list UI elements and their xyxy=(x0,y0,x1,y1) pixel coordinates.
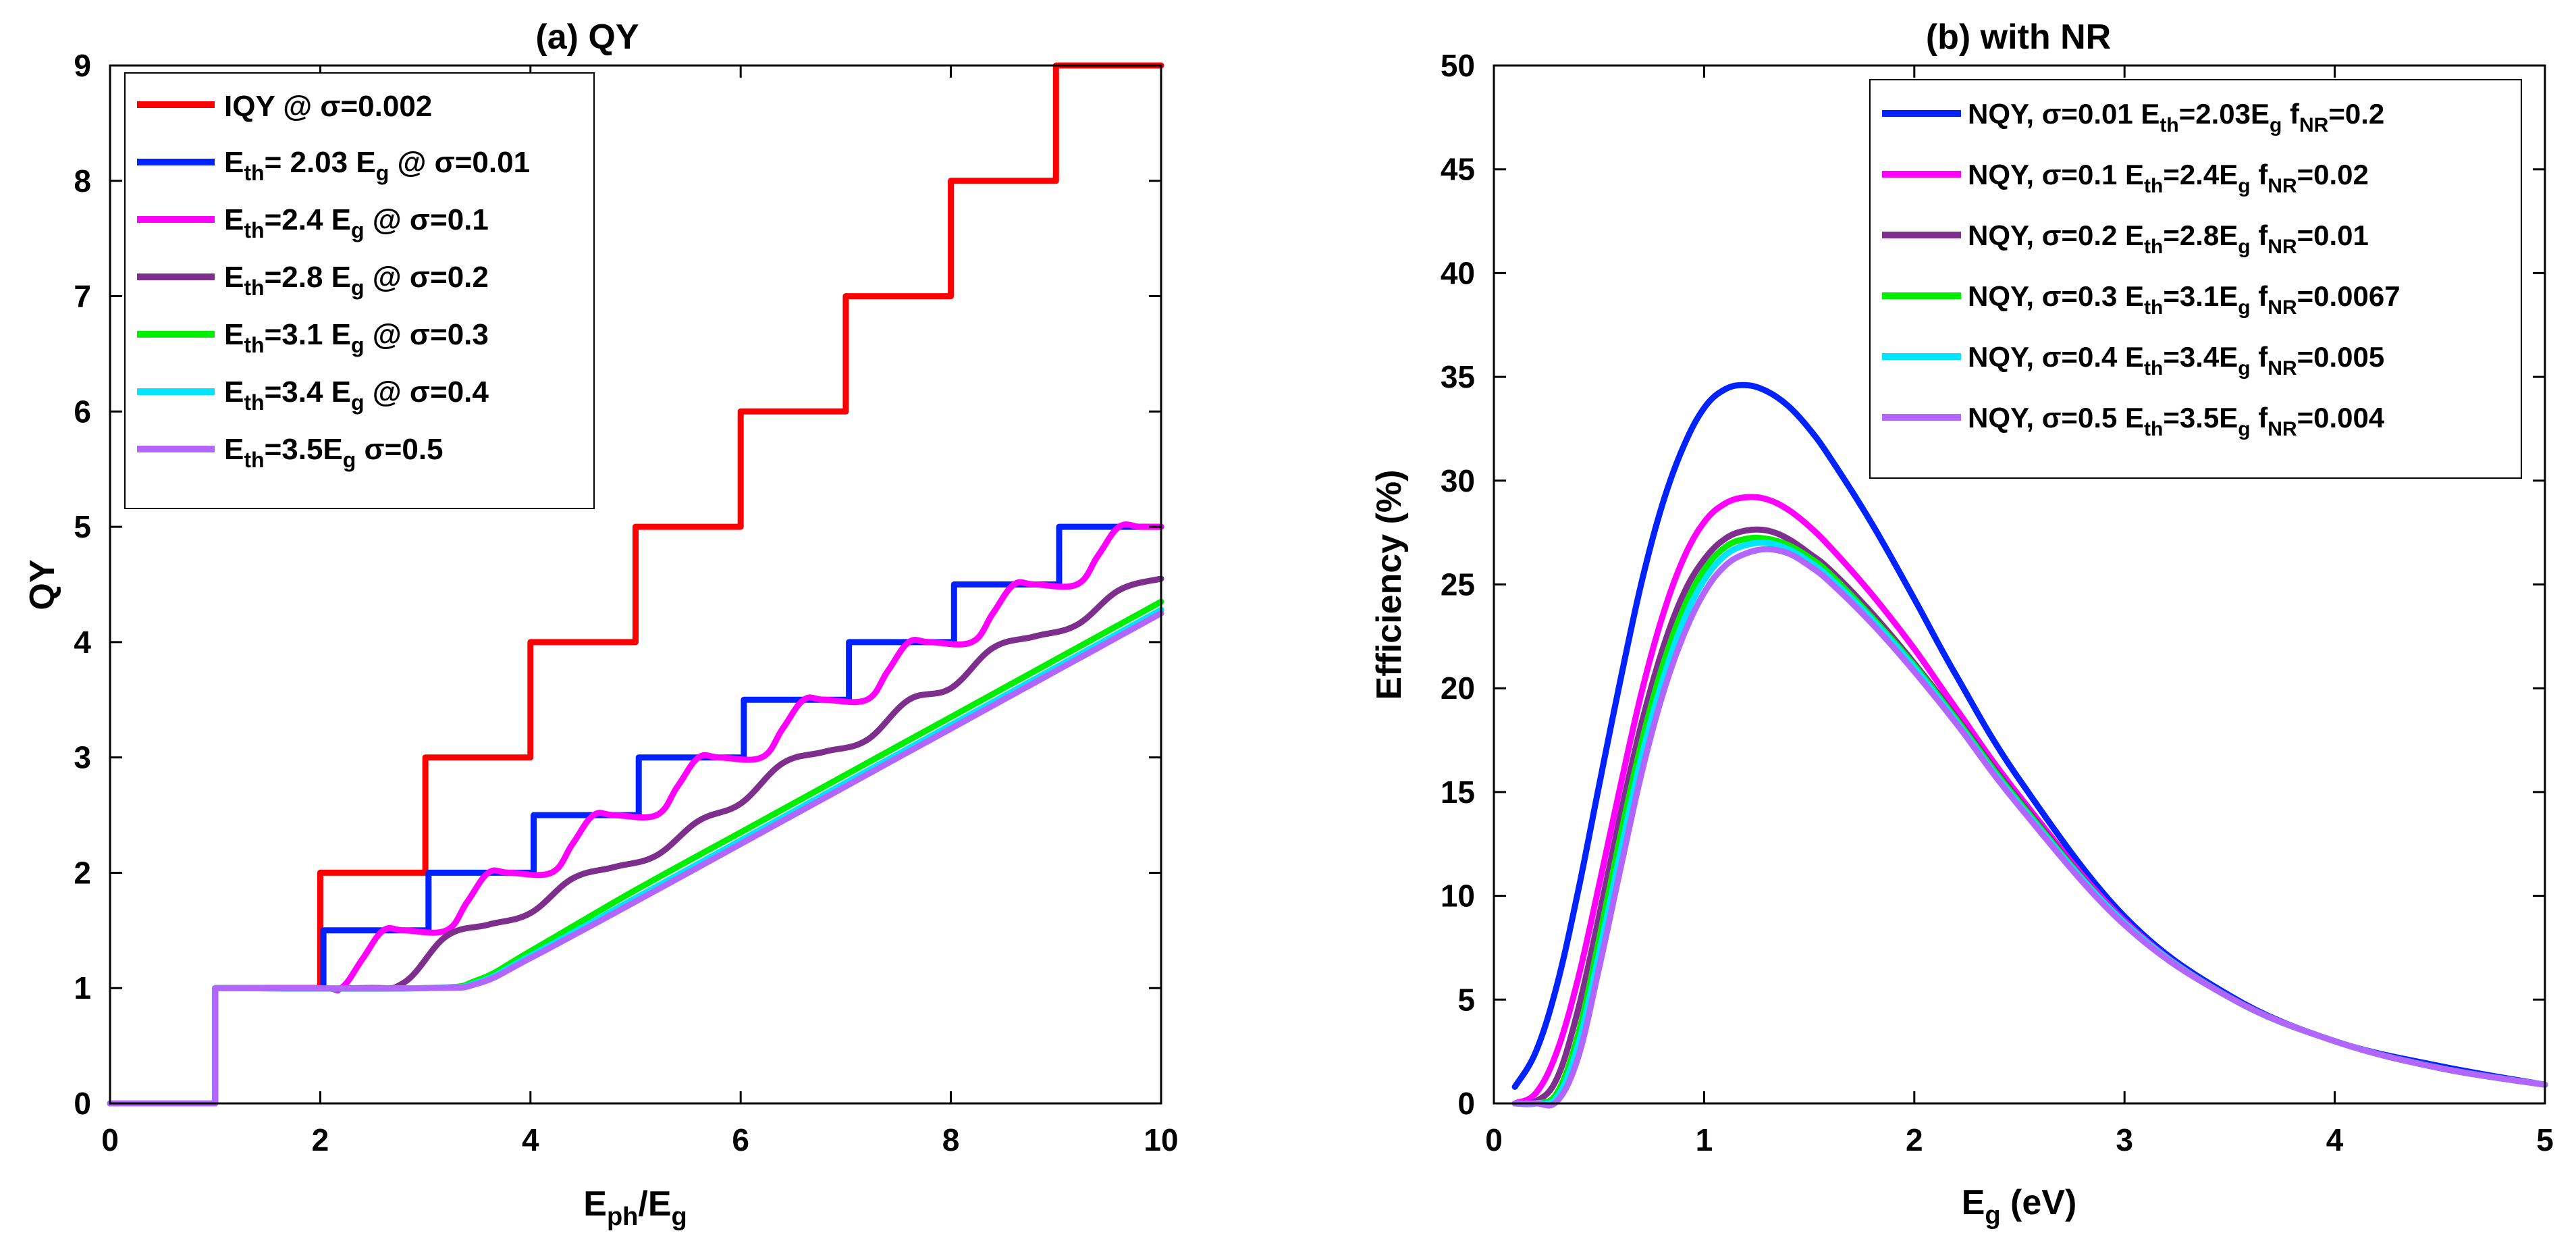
y-tick-label: 4 xyxy=(74,625,91,660)
y-tick-label: 10 xyxy=(1441,879,1475,914)
y-tick-label: 7 xyxy=(74,279,91,314)
panel-b-legend: NQY, σ=0.01 Eth=2.03Eg fNR=0.2 NQY, σ=0.… xyxy=(1869,79,2522,479)
panel-a-x-axis-label: Eph/Eg xyxy=(583,1184,687,1231)
panel-b-y-ticks: 0 5 10 15 20 25 30 35 40 45 50 xyxy=(1441,48,2545,1121)
legend-label: Eth= 2.03 Eg @ σ=0.01 xyxy=(224,146,530,185)
legend-label: Eth=3.5Eg σ=0.5 xyxy=(224,433,444,472)
y-tick-label: 3 xyxy=(74,740,91,775)
panel-b-lines xyxy=(1511,382,2548,1109)
panel-b-legend-entry: NQY, σ=0.01 Eth=2.03Eg fNR=0.2 xyxy=(1882,98,2384,136)
panel-b-legend-entry: NQY, σ=0.2 Eth=2.8Eg fNR=0.01 xyxy=(1882,219,2369,258)
panel-b-title: (b) with NR xyxy=(1926,18,2111,57)
y-tick-label: 45 xyxy=(1441,152,1475,187)
panel-a: (a) QY 0 2 4 6 8 10 0 1 2 3 4 5 6 7 8 9 QY Eph/Eg IQY … xyxy=(23,18,1179,1231)
legend-label: NQY, σ=0.2 Eth=2.8Eg fNR=0.01 xyxy=(1968,219,2369,258)
x-tick-label: 8 xyxy=(942,1122,960,1157)
panel-a-legend-entry: Eth= 2.03 Eg @ σ=0.01 xyxy=(137,146,530,185)
legend-label: Eth=3.1 Eg @ σ=0.3 xyxy=(224,318,489,357)
legend-label: Eth=2.8 Eg @ σ=0.2 xyxy=(224,261,489,300)
y-tick-label: 5 xyxy=(1457,982,1475,1017)
y-tick-label: 15 xyxy=(1441,775,1475,810)
y-tick-label: 0 xyxy=(74,1086,91,1121)
y-tick-label: 9 xyxy=(74,48,91,83)
y-tick-label: 35 xyxy=(1441,359,1475,394)
x-tick-label: 3 xyxy=(2116,1122,2133,1157)
panel-b-x-ticks: 0 1 2 3 4 5 xyxy=(1485,66,2554,1157)
panel-b-y-axis-label: Efficiency (%) xyxy=(1370,470,1409,700)
series-line-1 xyxy=(107,62,1164,1107)
panel-a-legend-box xyxy=(124,72,595,509)
panel-b-legend-box xyxy=(1869,79,2522,479)
legend-label: NQY, σ=0.5 Eth=3.5Eg fNR=0.004 xyxy=(1968,402,2385,440)
y-tick-label: 1 xyxy=(74,970,91,1005)
legend-label: Eth=2.4 Eg @ σ=0.1 xyxy=(224,203,489,242)
legend-label: NQY, σ=0.1 Eth=2.4Eg fNR=0.02 xyxy=(1968,159,2369,197)
panel-b-x-axis-label: Eg (eV) xyxy=(1962,1183,2077,1230)
y-tick-label: 8 xyxy=(74,163,91,199)
panel-a-legend-entry: IQY @ σ=0.002 xyxy=(137,90,432,123)
x-tick-label: 6 xyxy=(732,1122,749,1157)
y-tick-label: 40 xyxy=(1441,255,1475,290)
legend-label: NQY, σ=0.01 Eth=2.03Eg fNR=0.2 xyxy=(1968,98,2384,136)
panel-a-axes-box xyxy=(109,64,1162,1105)
panel-b-legend-entry: NQY, σ=0.5 Eth=3.5Eg fNR=0.004 xyxy=(1882,402,2385,440)
legend-label: NQY, σ=0.3 Eth=3.1Eg fNR=0.0067 xyxy=(1968,280,2400,319)
x-tick-label: 4 xyxy=(2326,1122,2344,1157)
panel-a-legend: IQY @ σ=0.002 Eth= 2.03 Eg @ σ=0.01 Eth=… xyxy=(124,72,595,509)
x-tick-label: 5 xyxy=(2536,1122,2554,1157)
panel-a-y-ticks: 0 1 2 3 4 5 6 7 8 9 xyxy=(74,48,1161,1121)
x-tick-label: 0 xyxy=(1485,1122,1503,1157)
panel-b-legend-entry: NQY, σ=0.4 Eth=3.4Eg fNR=0.005 xyxy=(1882,341,2384,380)
y-tick-label: 25 xyxy=(1441,567,1475,602)
legend-label: NQY, σ=0.4 Eth=3.4Eg fNR=0.005 xyxy=(1968,341,2384,380)
x-tick-label: 2 xyxy=(1906,1122,1923,1157)
y-tick-label: 30 xyxy=(1441,463,1475,498)
y-tick-label: 50 xyxy=(1441,48,1475,83)
panel-a-legend-entry: Eth=3.1 Eg @ σ=0.3 xyxy=(137,318,489,357)
y-tick-label: 2 xyxy=(74,855,91,890)
panel-a-x-ticks: 0 2 4 6 8 10 xyxy=(101,66,1179,1157)
legend-label: Eth=3.4 Eg @ σ=0.4 xyxy=(224,375,489,415)
panel-a-legend-entry: Eth=3.5Eg σ=0.5 xyxy=(137,433,444,472)
legend-label: IQY @ σ=0.002 xyxy=(224,90,432,123)
panel-b-legend-entry: NQY, σ=0.3 Eth=3.1Eg fNR=0.0067 xyxy=(1882,280,2400,319)
x-tick-label: 4 xyxy=(522,1122,539,1157)
y-tick-label: 20 xyxy=(1441,671,1475,706)
series-line-2 xyxy=(107,523,1164,1107)
y-tick-label: 5 xyxy=(74,509,91,544)
panel-a-title: (a) QY xyxy=(535,18,639,57)
panel-a-y-axis-label: QY xyxy=(23,559,62,610)
series-line-6 xyxy=(1511,546,2548,1109)
panel-b-legend-entry: NQY, σ=0.1 Eth=2.4Eg fNR=0.02 xyxy=(1882,159,2369,197)
y-tick-label: 6 xyxy=(74,394,91,429)
y-tick-label: 0 xyxy=(1457,1086,1475,1121)
x-tick-label: 0 xyxy=(101,1122,119,1157)
panel-a-legend-entry: Eth=2.4 Eg @ σ=0.1 xyxy=(137,203,489,242)
x-tick-label: 2 xyxy=(312,1122,329,1157)
x-tick-label: 10 xyxy=(1144,1122,1178,1157)
x-tick-label: 1 xyxy=(1696,1122,1713,1157)
panel-a-legend-entry: Eth=3.4 Eg @ σ=0.4 xyxy=(137,375,489,415)
panel-a-legend-entry: Eth=2.8 Eg @ σ=0.2 xyxy=(137,261,489,300)
